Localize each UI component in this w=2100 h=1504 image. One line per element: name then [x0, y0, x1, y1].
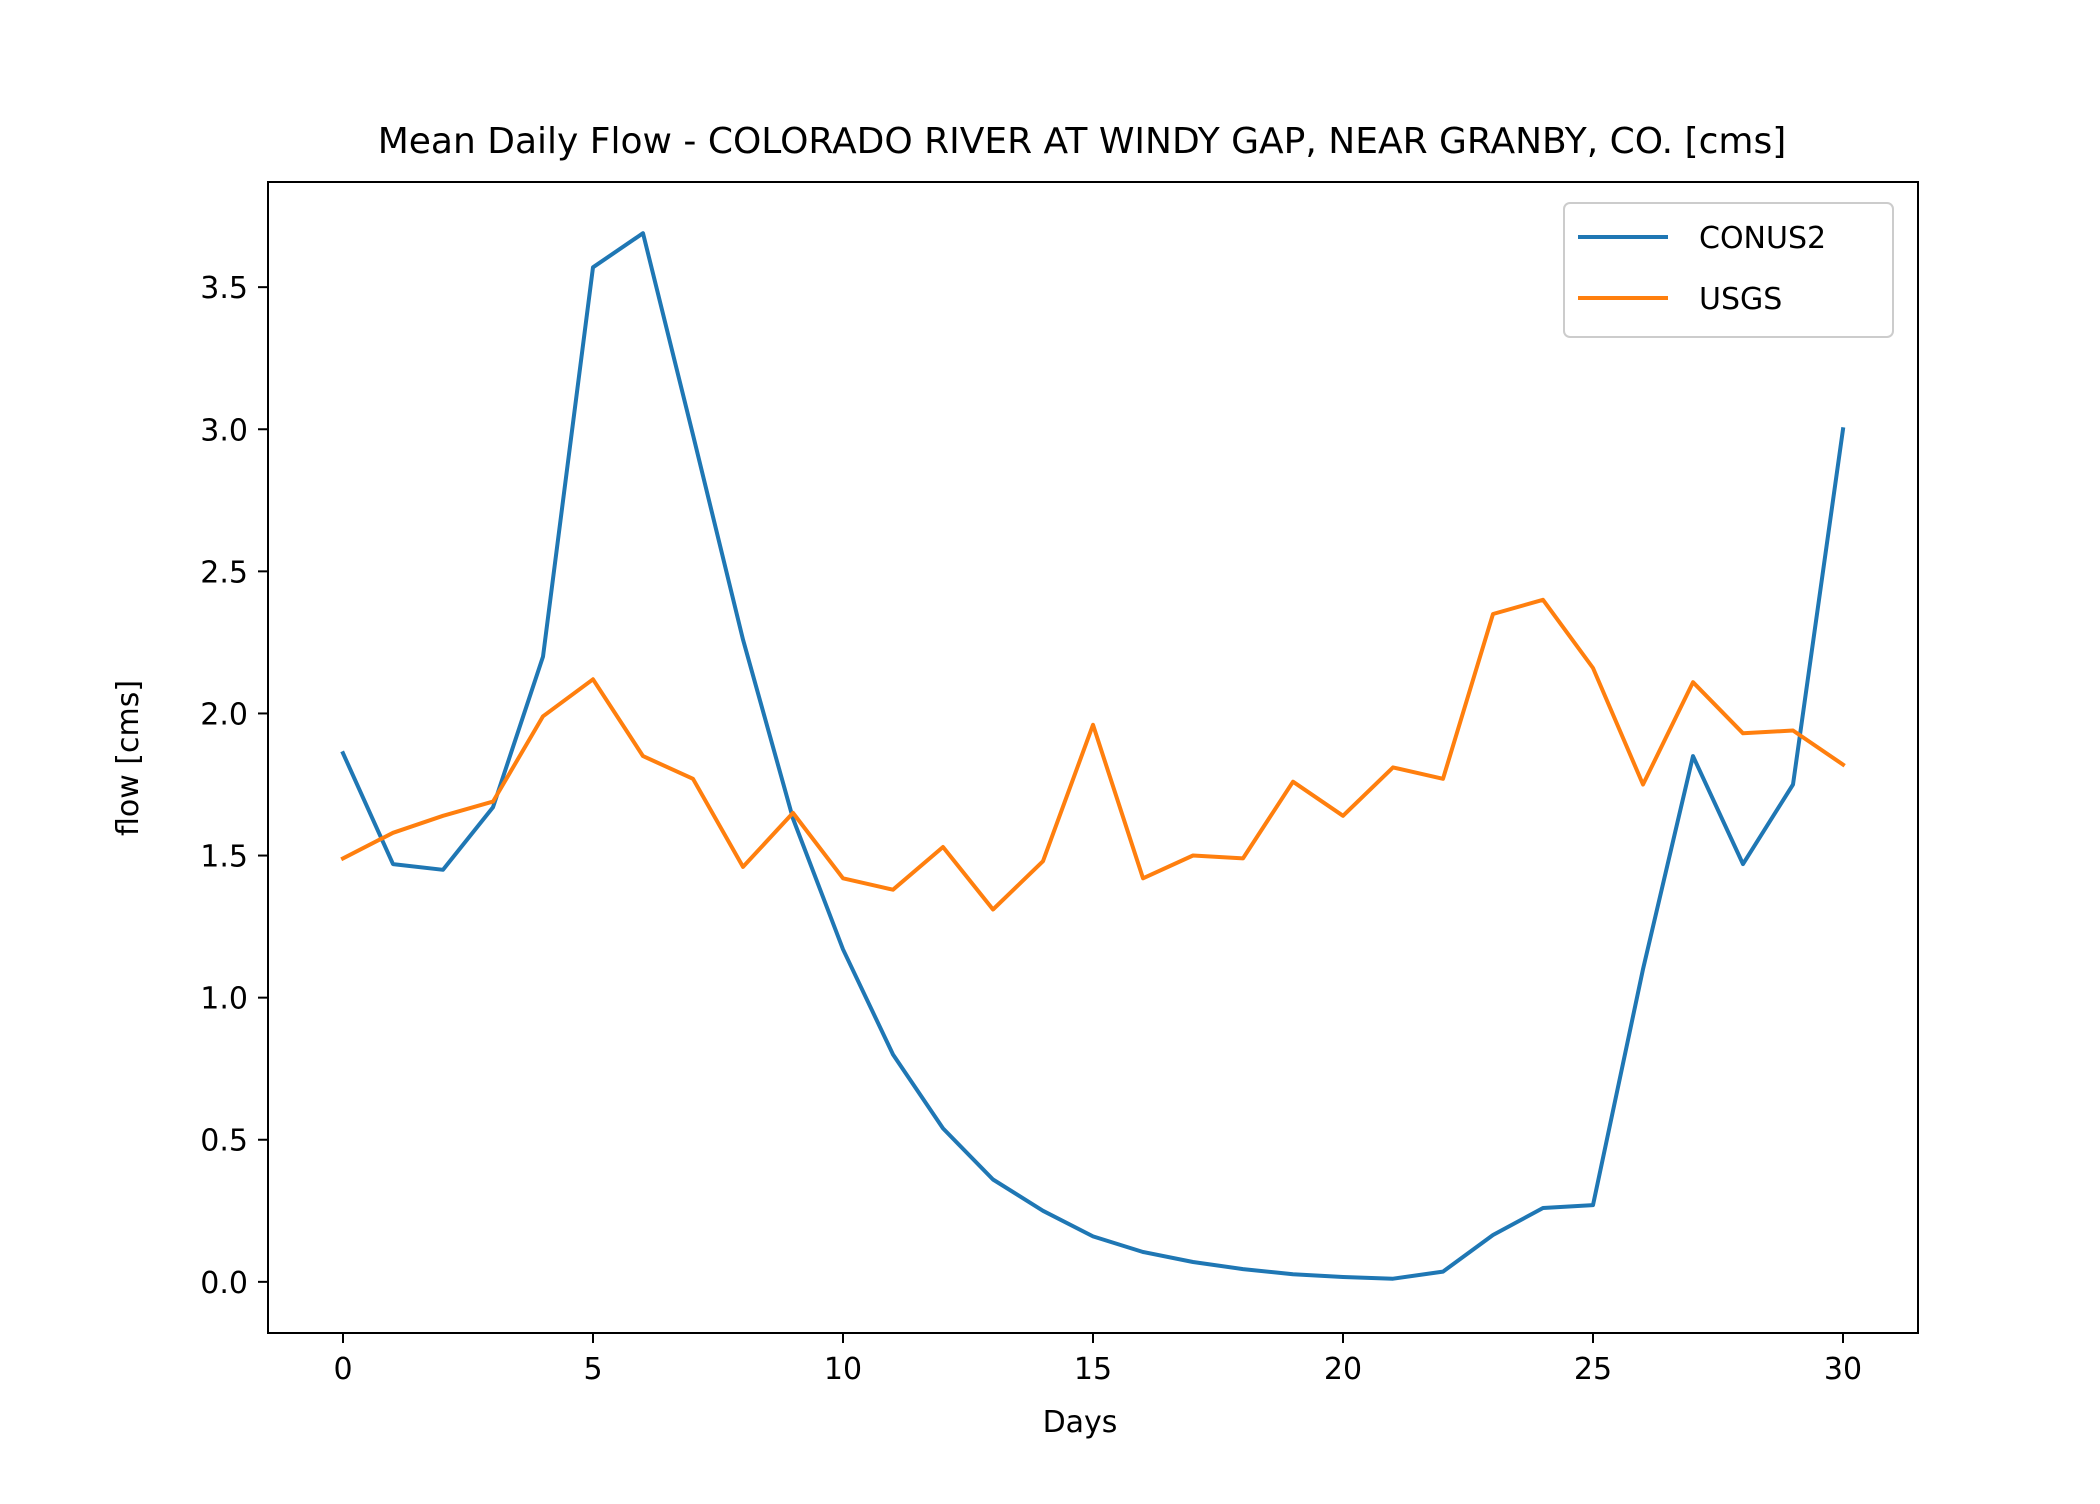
chart-title: Mean Daily Flow - COLORADO RIVER AT WIND…	[378, 121, 1787, 162]
x-tick-label: 25	[1574, 1352, 1612, 1387]
plot-area: 0 5 10 15 20 25 30 0.0 0.5 1.0 1.5 2.0 2.5 3.0 3.5	[200, 181, 1919, 1387]
y-tick-label: 1.0	[200, 982, 248, 1017]
series-line-usgs	[340, 597, 1846, 912]
x-tick-label: 20	[1324, 1352, 1362, 1387]
x-tick-label: 5	[583, 1352, 602, 1387]
x-tick-label: 15	[1074, 1352, 1112, 1387]
x-axis-label: Days	[1043, 1405, 1118, 1440]
y-tick-label: 3.5	[200, 271, 248, 306]
y-tick-label: 2.5	[200, 555, 248, 590]
axes-frame	[267, 181, 1919, 1334]
y-tick-label: 3.0	[200, 413, 248, 448]
legend-label-usgs: USGS	[1699, 282, 1782, 317]
x-tick-label: 10	[824, 1352, 862, 1387]
y-tick-label: 1.5	[200, 840, 248, 875]
legend-label-conus2: CONUS2	[1699, 221, 1826, 256]
legend: CONUS2 USGS	[1563, 202, 1894, 338]
y-tick-label: 0.5	[200, 1124, 248, 1159]
x-tick-label: 30	[1824, 1352, 1862, 1387]
y-axis-label: flow [cms]	[111, 680, 146, 836]
y-tick-label: 0.0	[200, 1266, 248, 1301]
y-tick-label: 2.0	[200, 697, 248, 732]
x-tick-label: 0	[333, 1352, 352, 1387]
series-line-conus2	[340, 231, 1846, 1281]
